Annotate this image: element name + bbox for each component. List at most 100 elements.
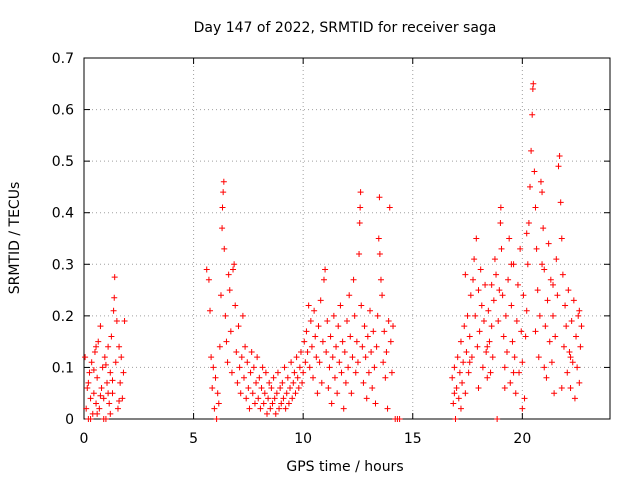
data-point [222,312,229,319]
data-point [116,343,123,350]
data-point [350,276,357,283]
data-point [550,312,557,319]
data-point [548,359,555,366]
grid [84,58,610,419]
data-point [352,369,359,376]
data-points [82,80,585,422]
data-point [387,338,394,345]
data-point [94,374,101,381]
data-point [578,323,585,330]
data-point [508,302,515,309]
data-point [566,348,573,355]
data-point [517,245,524,252]
data-point [364,333,371,340]
data-point [470,276,477,283]
data-point [264,410,271,417]
data-point [217,292,224,299]
data-point [269,400,276,407]
data-point [396,416,403,422]
data-point [376,194,383,201]
data-point [87,416,94,422]
data-point [462,390,469,397]
data-point [307,318,314,325]
data-point [459,379,466,386]
data-point [546,338,553,345]
data-point [304,348,311,355]
data-point [454,354,461,361]
data-point [234,379,241,386]
data-point [473,235,480,242]
data-point [390,323,397,330]
data-point [564,369,571,376]
data-point [297,348,304,355]
data-point [324,318,331,325]
data-point [556,152,563,159]
data-point [529,85,536,92]
data-point [322,266,329,273]
data-point [303,328,310,335]
data-point [219,204,226,211]
data-point [284,374,291,381]
data-point [116,397,123,404]
data-point [207,307,214,314]
data-point [105,343,112,350]
data-point [262,369,269,376]
data-point [300,369,307,376]
data-point [478,302,485,309]
data-point [331,374,338,381]
data-point [466,333,473,340]
data-point [375,235,382,242]
data-point [294,374,301,381]
data-point [306,364,313,371]
data-point [100,395,107,402]
data-point [541,364,548,371]
data-point [475,287,482,294]
data-point [462,271,469,278]
data-point [338,369,345,376]
data-point [371,364,378,371]
data-point [270,374,277,381]
data-point [505,276,512,283]
data-point [114,405,121,412]
data-point [87,395,94,402]
data-point [386,204,393,211]
data-point [232,302,239,309]
data-point [357,204,364,211]
data-point [289,395,296,402]
data-point [233,348,240,355]
data-point [524,261,531,268]
data-point [312,333,319,340]
data-point [277,385,284,392]
data-point [519,405,526,412]
data-point [334,390,341,397]
data-point [530,80,537,87]
data-point [555,163,562,170]
data-point [461,323,468,330]
data-point [516,369,523,376]
data-point [273,390,280,397]
data-point [537,178,544,185]
data-point [513,318,520,325]
data-point [258,385,265,392]
data-point [117,379,124,386]
data-point [532,328,539,335]
data-point [265,395,272,402]
data-point [360,379,367,386]
data-point [373,343,380,350]
data-point [474,343,481,350]
data-point [539,261,546,268]
data-point [231,261,238,268]
data-point [205,276,212,283]
data-point [558,385,565,392]
data-point [97,323,104,330]
data-point [354,359,361,366]
data-point [291,369,298,376]
data-point [279,379,286,386]
data-point [203,266,210,273]
data-point [527,183,534,190]
y-tick-label: 0.6 [52,103,74,119]
data-point [227,328,234,335]
data-point [388,369,395,376]
data-point [560,343,567,350]
data-point [226,287,233,294]
